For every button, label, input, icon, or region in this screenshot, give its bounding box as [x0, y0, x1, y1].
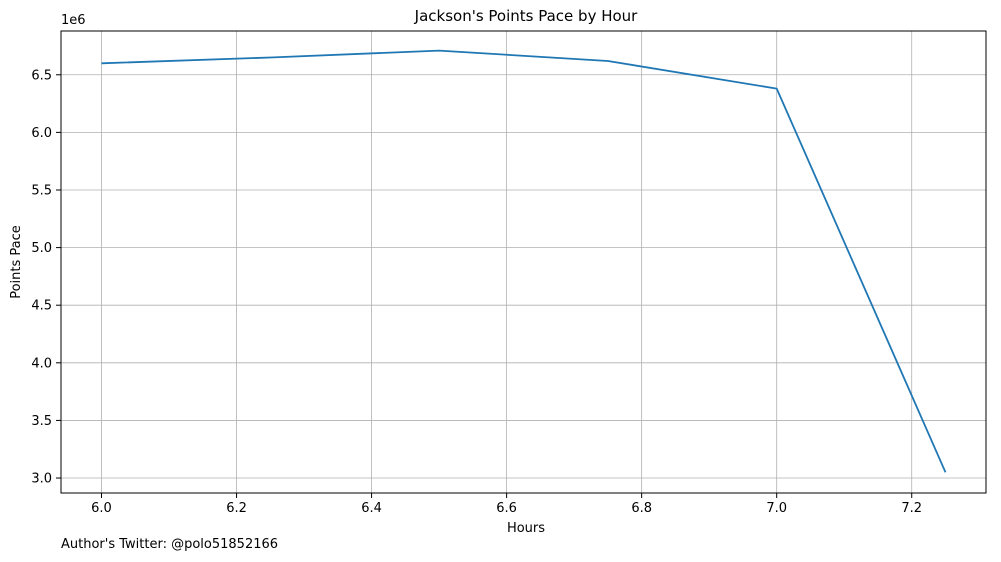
y-tick-label: 3.0: [31, 472, 52, 487]
x-axis-label: Hours: [507, 521, 545, 536]
y-tick-label: 5.5: [31, 183, 52, 198]
x-tick-label: 6.8: [631, 501, 652, 516]
y-axis-ticks: 3.0 3.5 4.0 4.5 5.0 5.5 6.0 6.5: [31, 68, 61, 487]
grid-lines: [61, 31, 986, 493]
x-tick-label: 6.4: [361, 501, 382, 516]
y-tick-label: 6.0: [31, 126, 52, 141]
x-tick-label: 6.2: [226, 501, 247, 516]
y-tick-label: 3.5: [31, 414, 52, 429]
series-layer: [101, 49, 947, 473]
x-tick-label: 6.0: [91, 501, 112, 516]
x-tick-label: 7.0: [766, 501, 787, 516]
x-tick-label: 6.6: [496, 501, 517, 516]
y-tick-label: 5.0: [31, 241, 52, 256]
y-tick-label: 4.0: [31, 356, 52, 371]
y-axis-offset-text: 1e6: [61, 13, 86, 28]
y-tick-label: 6.5: [31, 68, 52, 83]
y-tick-label: 4.5: [31, 299, 52, 314]
x-tick-label: 7.2: [901, 501, 922, 516]
plot-frame: [60, 30, 987, 494]
author-twitter-footer: Author's Twitter: @polo51852166: [61, 537, 279, 552]
x-axis-ticks: 6.0 6.2 6.4 6.6 6.8 7.0 7.2: [91, 493, 922, 516]
chart-title: Jackson's Points Pace by Hour: [414, 7, 639, 25]
series-line: [101, 49, 947, 473]
y-axis-label: Points Pace: [9, 225, 24, 299]
